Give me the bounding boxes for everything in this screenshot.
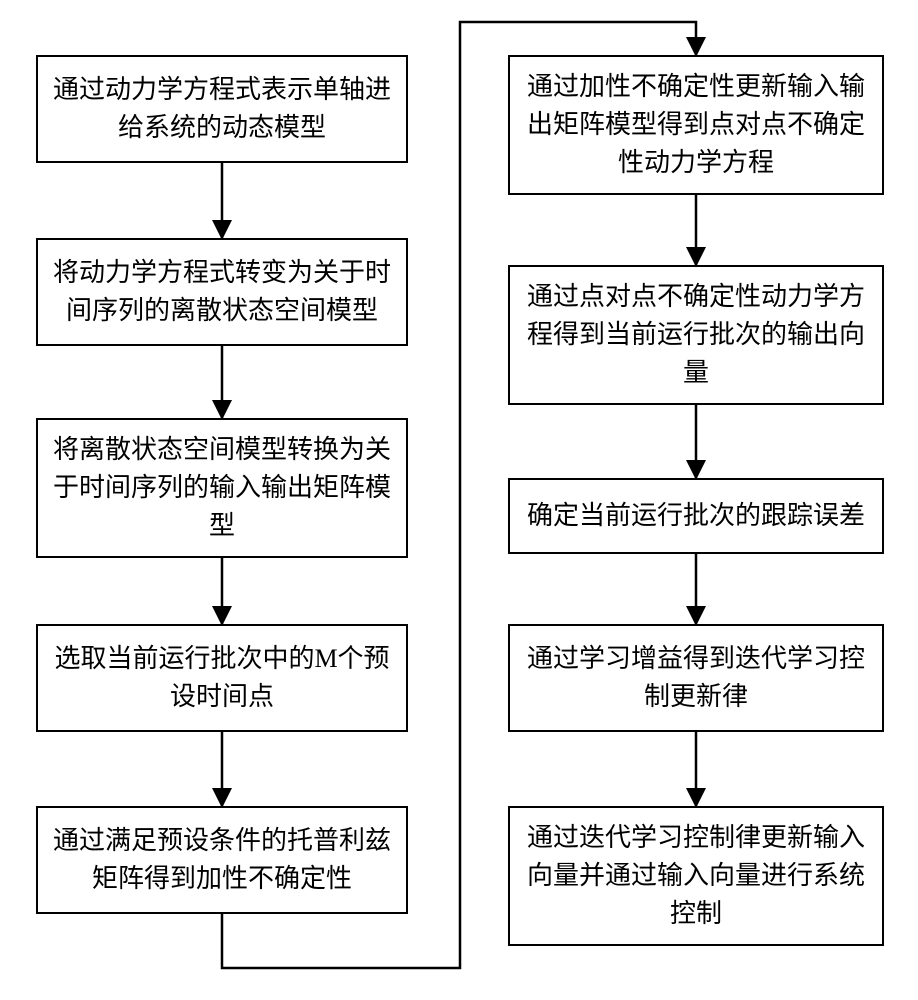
flow-node-R1: 通过加性不确定性更新输入输出矩阵模型得到点对点不确定性动力学方程 xyxy=(508,55,884,195)
flow-node-R4: 通过学习增益得到迭代学习控制更新律 xyxy=(508,624,884,732)
flow-node-L5: 通过满足预设条件的托普利兹矩阵得到加性不确定性 xyxy=(36,806,408,914)
flow-node-L2: 将动力学方程式转变为关于时间序列的离散状态空间模型 xyxy=(36,238,408,346)
flow-node-L1: 通过动力学方程式表示单轴进给系统的动态模型 xyxy=(36,55,408,163)
flow-node-L4: 选取当前运行批次中的M个预设时间点 xyxy=(36,624,408,732)
flow-node-L3: 将离散状态空间模型转换为关于时间序列的输入输出矩阵模型 xyxy=(36,418,408,558)
flow-node-R5: 通过迭代学习控制律更新输入向量并通过输入向量进行系统控制 xyxy=(508,806,884,946)
flowchart-canvas: 通过动力学方程式表示单轴进给系统的动态模型将动力学方程式转变为关于时间序列的离散… xyxy=(0,0,918,1000)
flow-node-R3: 确定当前运行批次的跟踪误差 xyxy=(508,478,884,554)
flow-node-R2: 通过点对点不确定性动力学方程得到当前运行批次的输出向量 xyxy=(508,265,884,405)
